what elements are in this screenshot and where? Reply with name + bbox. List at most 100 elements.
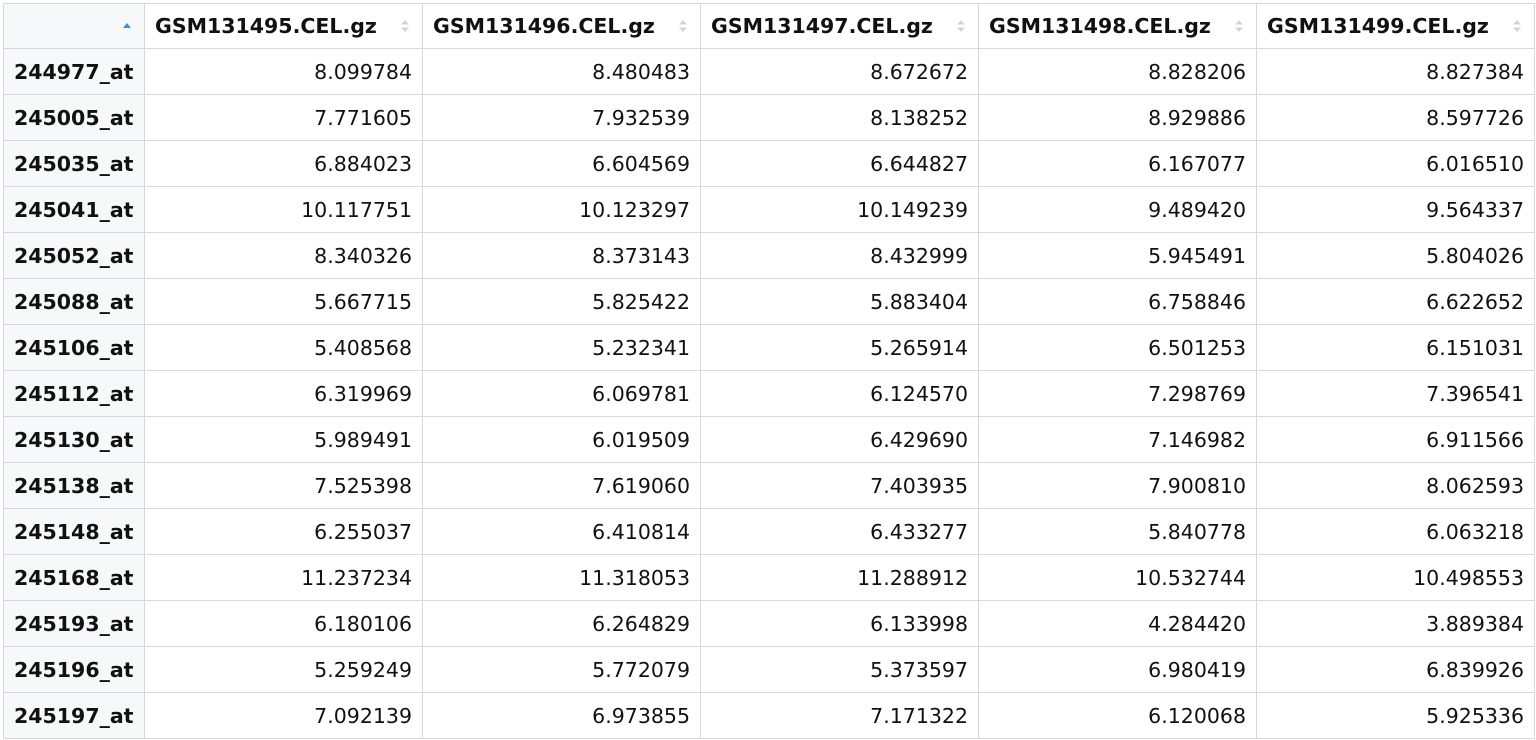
table-cell: 9.489420 xyxy=(978,186,1257,233)
table-cell: 6.911566 xyxy=(1256,416,1535,463)
sort-both-icon[interactable] xyxy=(956,18,966,34)
sort-both-icon[interactable] xyxy=(1512,18,1522,34)
table-cell: 9.564337 xyxy=(1256,186,1535,233)
table-cell: 4.284420 xyxy=(978,600,1257,647)
sort-both-icon[interactable] xyxy=(1234,18,1244,34)
table-cell: 6.429690 xyxy=(700,416,979,463)
table-cell: 8.480483 xyxy=(422,48,701,95)
row-name-cell: 244977_at xyxy=(3,48,145,95)
table-cell: 5.265914 xyxy=(700,324,979,371)
table-cell: 5.883404 xyxy=(700,278,979,325)
table-cell: 7.171322 xyxy=(700,692,979,739)
table-cell: 6.319969 xyxy=(144,370,423,417)
table-row: 245130_at 5.989491 6.019509 6.429690 7.14698… xyxy=(3,416,1535,463)
table-row: 245196_at 5.259249 5.772079 5.373597 6.98041… xyxy=(3,646,1535,693)
table-cell: 6.133998 xyxy=(700,600,979,647)
table-cell: 6.884023 xyxy=(144,140,423,187)
table-cell: 6.016510 xyxy=(1256,140,1535,187)
table-cell: 10.532744 xyxy=(978,554,1257,601)
table-cell: 6.604569 xyxy=(422,140,701,187)
table-cell: 8.828206 xyxy=(978,48,1257,95)
table-cell: 5.373597 xyxy=(700,646,979,693)
row-name-cell: 245138_at xyxy=(3,462,145,509)
table-cell: 7.396541 xyxy=(1256,370,1535,417)
table-row: 245041_at 10.117751 10.123297 10.149239 9.48… xyxy=(3,186,1535,233)
row-name-cell: 245088_at xyxy=(3,278,145,325)
column-header-label: GSM131498.CEL.gz xyxy=(989,14,1211,38)
table-cell: 6.622652 xyxy=(1256,278,1535,325)
table-row: 245168_at 11.237234 11.318053 11.288912 10.5… xyxy=(3,554,1535,601)
table-cell: 6.973855 xyxy=(422,692,701,739)
table-cell: 5.825422 xyxy=(422,278,701,325)
table-cell: 7.403935 xyxy=(700,462,979,509)
table-cell: 6.151031 xyxy=(1256,324,1535,371)
table-row: 245112_at 6.319969 6.069781 6.124570 7.29876… xyxy=(3,370,1535,417)
table-cell: 8.340326 xyxy=(144,232,423,279)
row-name-cell: 245106_at xyxy=(3,324,145,371)
table-cell: 7.525398 xyxy=(144,462,423,509)
row-name-cell: 245197_at xyxy=(3,692,145,739)
table-cell: 5.840778 xyxy=(978,508,1257,555)
table-cell: 5.667715 xyxy=(144,278,423,325)
table-cell: 7.932539 xyxy=(422,94,701,141)
table-cell: 8.062593 xyxy=(1256,462,1535,509)
table-cell: 6.501253 xyxy=(978,324,1257,371)
table-cell: 6.758846 xyxy=(978,278,1257,325)
column-header[interactable]: GSM131498.CEL.gz xyxy=(978,3,1257,49)
table-cell: 8.373143 xyxy=(422,232,701,279)
row-name-cell: 245196_at xyxy=(3,646,145,693)
row-name-cell: 245193_at xyxy=(3,600,145,647)
row-name-cell: 245052_at xyxy=(3,232,145,279)
row-name-cell: 245041_at xyxy=(3,186,145,233)
header-row: GSM131495.CEL.gz GSM131496.CEL.gz xyxy=(3,3,1535,49)
table-cell: 7.619060 xyxy=(422,462,701,509)
table-cell: 7.146982 xyxy=(978,416,1257,463)
table-row: 245193_at 6.180106 6.264829 6.133998 4.28442… xyxy=(3,600,1535,647)
table-cell: 8.432999 xyxy=(700,232,979,279)
table-cell: 5.945491 xyxy=(978,232,1257,279)
table-cell: 6.124570 xyxy=(700,370,979,417)
table-row: 245088_at 5.667715 5.825422 5.883404 6.75884… xyxy=(3,278,1535,325)
column-header[interactable]: GSM131497.CEL.gz xyxy=(700,3,979,49)
table-cell: 6.167077 xyxy=(978,140,1257,187)
data-table: GSM131495.CEL.gz GSM131496.CEL.gz xyxy=(3,3,1535,739)
column-header[interactable]: GSM131499.CEL.gz xyxy=(1256,3,1535,49)
table-cell: 5.804026 xyxy=(1256,232,1535,279)
table-row: 245106_at 5.408568 5.232341 5.265914 6.50125… xyxy=(3,324,1535,371)
table-cell: 8.672672 xyxy=(700,48,979,95)
table-cell: 5.989491 xyxy=(144,416,423,463)
table-cell: 5.772079 xyxy=(422,646,701,693)
table-cell: 6.410814 xyxy=(422,508,701,555)
table-row: 245052_at 8.340326 8.373143 8.432999 5.94549… xyxy=(3,232,1535,279)
table-cell: 7.298769 xyxy=(978,370,1257,417)
table-cell: 6.019509 xyxy=(422,416,701,463)
table-cell: 7.092139 xyxy=(144,692,423,739)
table-cell: 11.288912 xyxy=(700,554,979,601)
table-cell: 5.925336 xyxy=(1256,692,1535,739)
sort-both-icon[interactable] xyxy=(678,18,688,34)
sort-both-icon[interactable] xyxy=(400,18,410,34)
table-cell: 7.900810 xyxy=(978,462,1257,509)
row-name-cell: 245148_at xyxy=(3,508,145,555)
row-names-header[interactable] xyxy=(3,3,145,49)
sort-ascending-icon[interactable] xyxy=(122,18,132,34)
table-cell: 6.980419 xyxy=(978,646,1257,693)
table-row: 245148_at 6.255037 6.410814 6.433277 5.84077… xyxy=(3,508,1535,555)
table-body: 244977_at 8.099784 8.480483 8.672672 8.82820… xyxy=(3,48,1535,739)
table-cell: 10.498553 xyxy=(1256,554,1535,601)
table-cell: 6.433277 xyxy=(700,508,979,555)
column-header[interactable]: GSM131496.CEL.gz xyxy=(422,3,701,49)
table-cell: 8.929886 xyxy=(978,94,1257,141)
column-header-label: GSM131495.CEL.gz xyxy=(155,14,377,38)
table-cell: 7.771605 xyxy=(144,94,423,141)
table-cell: 6.063218 xyxy=(1256,508,1535,555)
table-cell: 5.259249 xyxy=(144,646,423,693)
row-name-cell: 245112_at xyxy=(3,370,145,417)
column-header-label: GSM131497.CEL.gz xyxy=(711,14,933,38)
table-cell: 6.120068 xyxy=(978,692,1257,739)
table-cell: 6.264829 xyxy=(422,600,701,647)
table-cell: 8.099784 xyxy=(144,48,423,95)
column-header[interactable]: GSM131495.CEL.gz xyxy=(144,3,423,49)
table-row: 244977_at 8.099784 8.480483 8.672672 8.82820… xyxy=(3,48,1535,95)
table-row: 245005_at 7.771605 7.932539 8.138252 8.92988… xyxy=(3,94,1535,141)
